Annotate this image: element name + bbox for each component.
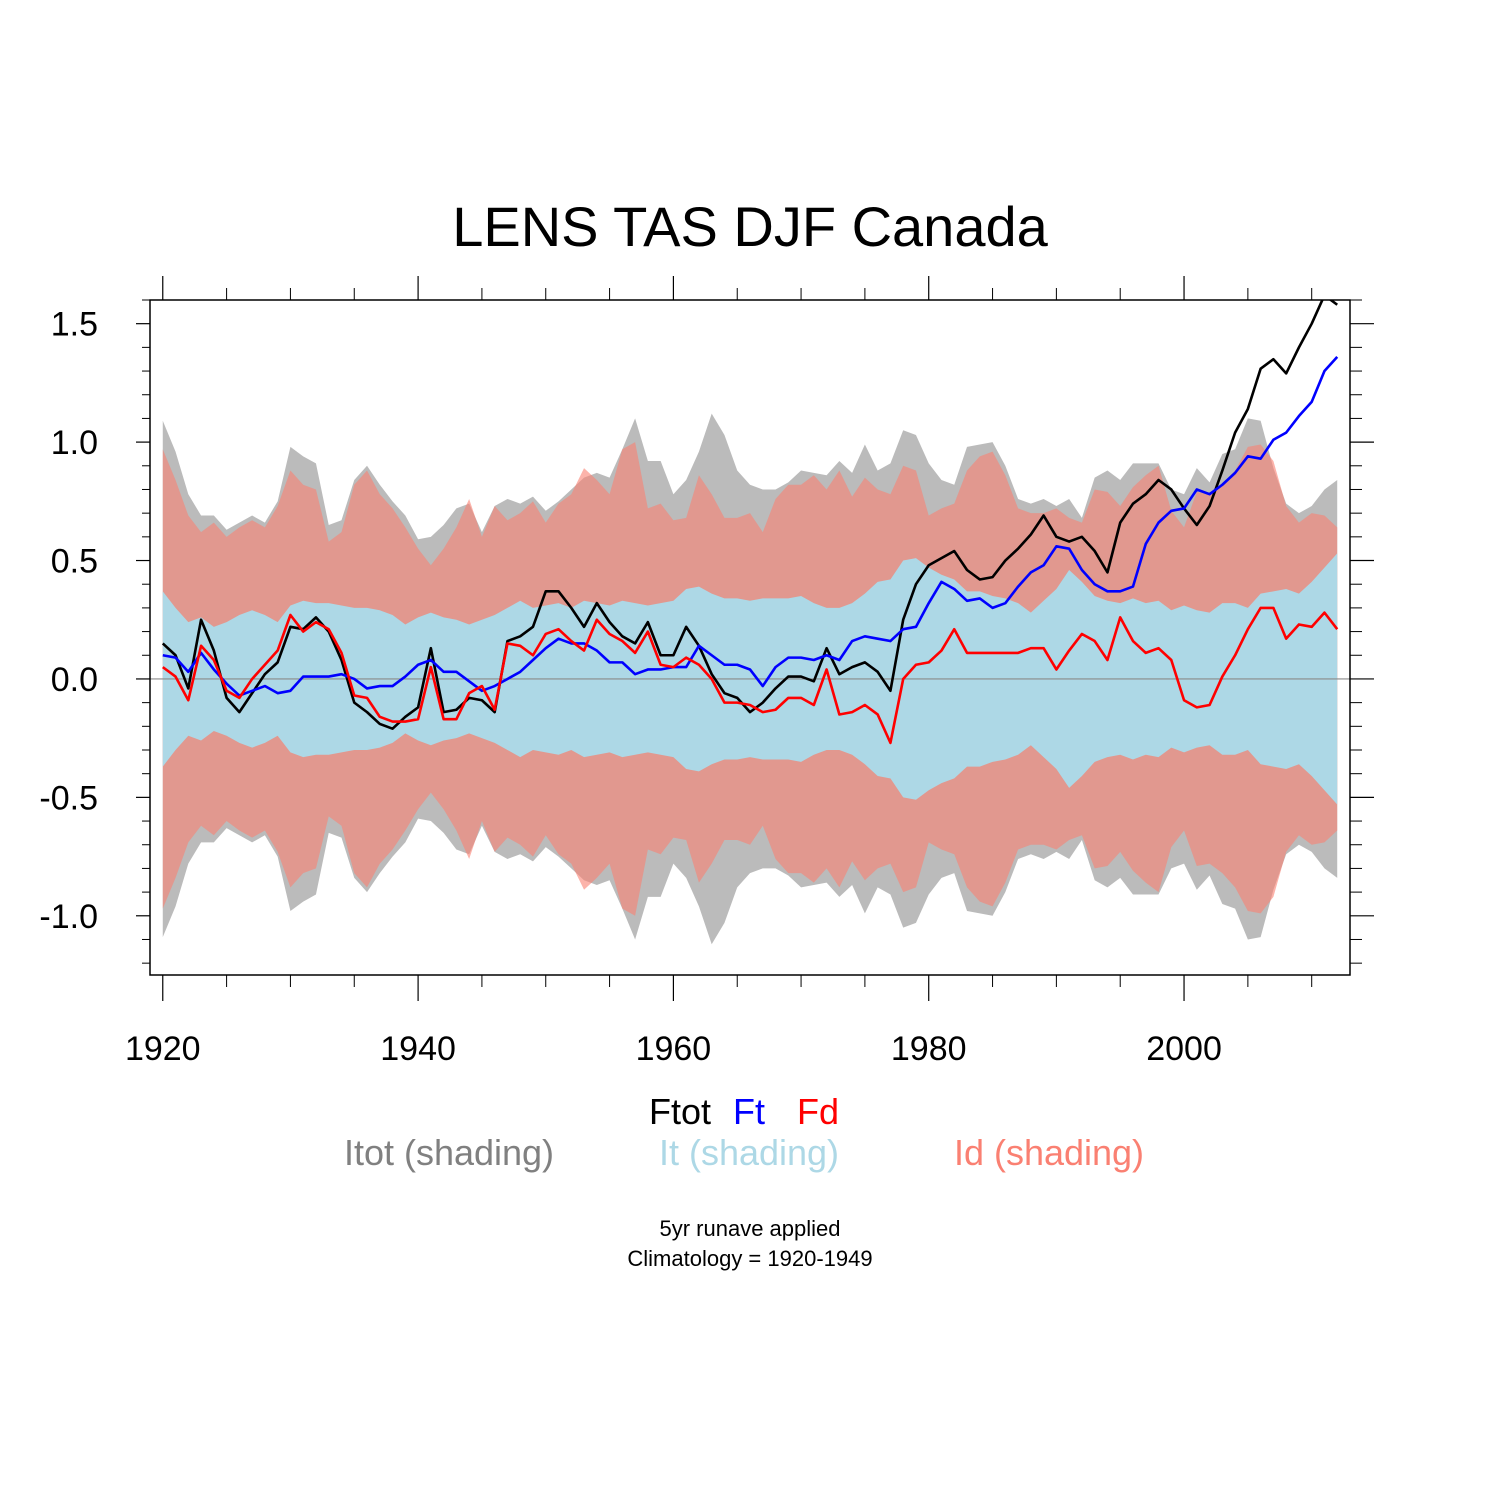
x-tick-label: 2000 xyxy=(1146,1030,1222,1068)
y-tick-label: 0.0 xyxy=(51,661,98,699)
y-tick-label: 0.5 xyxy=(51,543,98,581)
chart-title: LENS TAS DJF Canada xyxy=(452,195,1048,258)
y-tick-label: -1.0 xyxy=(39,898,98,936)
legend-fd-label: Fd xyxy=(797,1091,839,1132)
legend-ftot-label: Ftot xyxy=(649,1091,711,1132)
y-tick-label: 1.0 xyxy=(51,424,98,462)
x-tick-label: 1940 xyxy=(380,1030,456,1068)
x-tick-label: 1980 xyxy=(891,1030,967,1068)
x-tick-label: 1920 xyxy=(125,1030,201,1068)
legend-id-label: Id (shading) xyxy=(954,1132,1144,1173)
axes-layer: -1.0 -0.5 0.0 0.5 1.0 1.5 1920 1940 1960 1980 2000 xyxy=(39,276,1374,1068)
legend-lines: Ftot Ft Fd xyxy=(649,1091,839,1132)
series-line-fd xyxy=(161,606,1339,745)
legend-itot-label: Itot (shading) xyxy=(344,1132,554,1173)
legend-shading: Itot (shading) It (shading) Id (shading) xyxy=(344,1132,1144,1173)
footnote-climatology: Climatology = 1920-1949 xyxy=(627,1246,872,1271)
series-line-ft xyxy=(162,355,1339,697)
y-tick-label: -0.5 xyxy=(39,779,98,817)
legend-ft-label: Ft xyxy=(733,1091,765,1132)
x-tick-label: 1960 xyxy=(636,1030,712,1068)
series-layer xyxy=(161,300,1339,745)
series-line-ftot xyxy=(161,300,1339,730)
plot-area xyxy=(150,300,1350,945)
footnote-runave: 5yr runave applied xyxy=(659,1216,840,1241)
legend-it-label: It (shading) xyxy=(659,1132,839,1173)
plot-frame xyxy=(149,299,1351,976)
y-tick-label: 1.5 xyxy=(51,306,98,344)
